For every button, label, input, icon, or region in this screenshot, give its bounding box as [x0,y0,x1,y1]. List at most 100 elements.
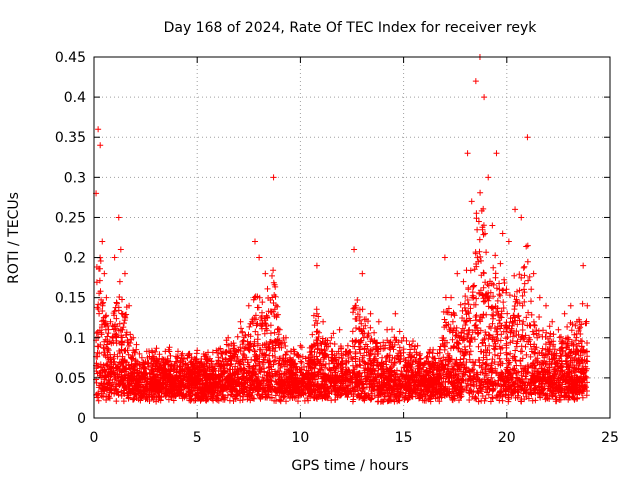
scatter-noise-markers [93,189,591,405]
data-point [245,302,252,309]
data-point [485,174,492,181]
data-point [472,78,479,85]
data-point [468,198,475,205]
data-point [481,94,488,101]
y-tick-label: 0.15 [55,291,86,307]
data-point [530,270,537,277]
y-tick-label: 0.1 [64,331,86,347]
data-point [142,358,149,365]
data-point [237,318,244,325]
data-point [270,174,277,181]
data-point [117,246,124,253]
data-point [282,334,289,341]
data-point [291,350,298,357]
data-point [204,374,211,381]
data-point [367,310,374,317]
data-point [101,270,108,277]
y-tick-label: 0.45 [55,50,86,66]
data-point [192,366,199,373]
data-point [384,326,391,333]
data-point [262,270,269,277]
data-point [460,278,467,285]
data-point [441,254,448,261]
scatter-background-noise [93,189,591,405]
data-point [336,326,343,333]
data-point [425,358,432,365]
data-point [543,302,550,309]
x-tick-label: 25 [601,430,619,446]
data-point [313,262,320,269]
data-point [95,126,102,133]
data-point [111,254,118,261]
data-point [185,350,192,357]
data-point [305,358,312,365]
x-tick-label: 5 [193,430,202,446]
y-axis-label: ROTI / TECUs [6,192,22,284]
y-tick-label: 0.4 [64,90,86,106]
data-point [489,222,496,229]
x-tick-label: 15 [395,430,413,446]
data-point [320,318,327,325]
plot-frame [93,56,611,419]
x-tick-label: 20 [498,430,516,446]
y-tick-label: 0 [77,411,86,427]
data-point [505,238,512,245]
data-points [93,54,591,389]
data-point [97,142,104,149]
data-point [225,334,232,341]
data-point [130,334,137,341]
data-point [251,238,258,245]
data-point [126,302,133,309]
axis-ticks: 0 0.05 0.1 0.15 0.2 0.25 0.3 0.35 0.4 0.45 0 5 10 15 2… [55,50,619,446]
data-point [231,342,238,349]
y-tick-label: 0.3 [64,170,86,186]
x-tick-label: 0 [90,430,99,446]
y-tick-label: 0.25 [55,210,86,226]
x-axis-label: GPS time / hours [291,458,408,474]
data-point [524,134,531,141]
data-point [154,382,161,389]
data-point [375,318,382,325]
data-point [276,326,283,333]
y-tick-label: 0.05 [55,371,86,387]
data-point [210,366,217,373]
data-point [433,366,440,373]
data-point [408,342,415,349]
data-point [549,318,556,325]
data-point [518,214,525,221]
data-point [218,350,225,357]
data-point [148,366,155,373]
data-point [161,374,168,381]
data-point [417,350,424,357]
data-point [328,334,335,341]
data-point [297,342,304,349]
chart-title: Day 168 of 2024, Rate Of TEC Index for r… [164,20,538,36]
data-point [555,326,562,333]
data-point [573,318,580,325]
data-point [454,270,461,277]
data-point [179,358,186,365]
data-point [167,366,174,373]
data-point [561,310,568,317]
data-point [584,302,591,309]
data-point [536,294,543,301]
data-point [499,230,506,237]
data-point [351,246,358,253]
y-tick-label: 0.2 [64,251,86,267]
data-point [359,270,366,277]
data-point [103,294,110,301]
data-point [121,270,128,277]
x-tick-label: 10 [291,430,309,446]
data-point [99,238,106,245]
data-point [136,350,143,357]
data-point [512,206,519,213]
data-point [567,302,574,309]
y-tick-label: 0.35 [55,130,86,146]
data-point [256,254,263,261]
data-point [464,150,471,157]
data-point [400,334,407,341]
data-point [107,318,114,325]
data-point [198,358,205,365]
data-point [173,374,180,381]
